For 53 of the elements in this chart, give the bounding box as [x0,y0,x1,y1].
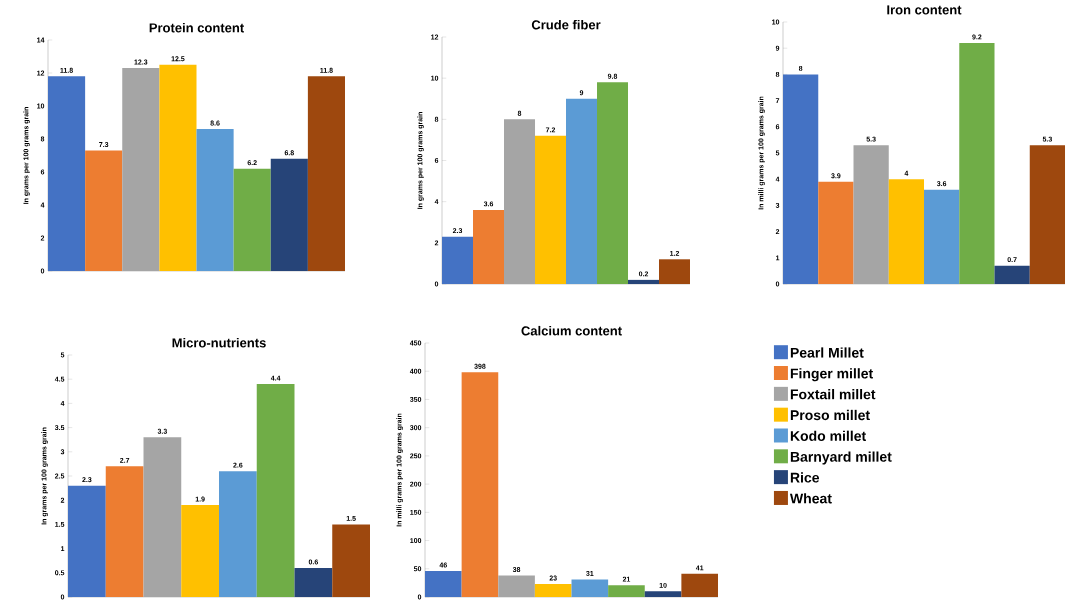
bar [888,179,925,285]
bar [534,584,572,598]
bar [535,135,567,285]
bar [498,575,535,598]
bar [994,265,1030,285]
bar [143,437,182,598]
bar [105,466,144,598]
bar [196,129,234,272]
bar [473,209,505,285]
bar [461,372,499,598]
legend-label: Proso millet [790,409,870,421]
legend-label: Kodo millet [790,430,866,442]
bar [442,236,474,285]
legend-label: Wheat [789,493,832,504]
bar [597,82,629,285]
bar [628,279,660,285]
bar [504,119,536,285]
bar [307,76,345,272]
bar [644,591,682,598]
legend-label: Pearl Millet [790,347,864,358]
bar [233,168,271,272]
chart-title: Calcium content [521,326,622,336]
bar [924,189,960,285]
bar [85,150,123,272]
chart-title: Crude fiber [531,20,601,30]
bar [159,64,197,272]
bar [959,43,995,285]
bar [181,505,219,598]
bar [1029,145,1066,285]
legend-label: Barnyard millet [790,451,892,465]
bar [659,259,691,285]
bar [566,98,598,285]
chart-title: Protein content [149,23,245,33]
chart-title: Micro-nutrients [172,338,266,348]
bar [818,181,854,285]
bar [270,158,308,272]
bar [122,68,160,272]
legend-label: Finger millet [790,368,873,382]
bar [48,76,86,272]
legend-label: Foxtail millet [790,389,876,400]
bar [425,571,462,598]
chart-title: Iron content [887,5,962,15]
bar [294,568,333,598]
legend-label: Rice [790,472,820,483]
bar [608,585,645,598]
bar [853,145,889,285]
bar [571,579,609,598]
bar [219,471,257,598]
bar [681,573,718,598]
bar [68,485,106,598]
bar [332,524,370,598]
bar [783,74,819,285]
bar [256,384,295,598]
